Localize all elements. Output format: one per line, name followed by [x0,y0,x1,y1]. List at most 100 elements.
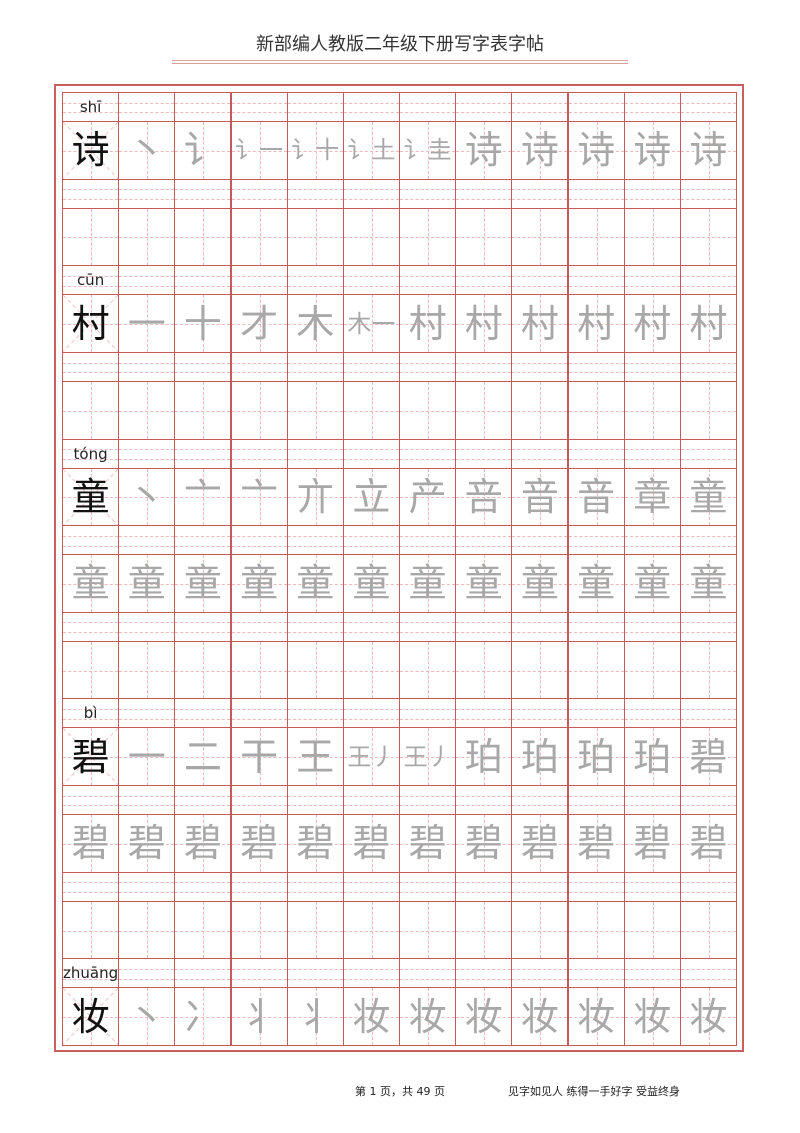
character-cell[interactable]: 碧 [118,814,176,873]
character-cell[interactable]: 童 [118,554,176,613]
character-cell[interactable]: 王丿 [342,727,400,787]
character-cell[interactable]: 十 [174,294,232,353]
character-cell[interactable]: 王丿 [399,727,457,787]
character-cell[interactable]: 才 [230,294,288,353]
character-cell[interactable]: 诗 [679,121,737,180]
character-cell[interactable]: 村 [623,294,681,353]
character-cell[interactable]: 二 [174,727,232,787]
character-cell[interactable] [567,207,625,267]
character-cell[interactable] [62,900,120,960]
character-cell[interactable]: 干 [230,727,288,787]
character-cell[interactable] [679,207,737,267]
character-cell[interactable]: 童 [342,554,400,613]
character-cell[interactable]: 童 [567,554,625,613]
character-cell[interactable]: 丬 [230,987,288,1046]
character-cell[interactable] [455,380,513,440]
character-cell[interactable]: 妆 [342,987,400,1046]
character-cell[interactable]: 村 [511,294,569,353]
character-cell[interactable] [174,900,232,960]
character-cell[interactable] [286,380,344,440]
character-cell[interactable] [118,380,176,440]
character-cell[interactable]: 诗 [567,121,625,180]
character-cell[interactable]: 村 [455,294,513,353]
character-cell[interactable]: 童 [623,554,681,613]
character-cell[interactable]: 妆 [455,987,513,1046]
character-cell[interactable] [567,900,625,960]
character-cell[interactable]: 诗 [511,121,569,180]
character-cell[interactable]: 碧 [62,727,120,787]
character-cell[interactable]: 丶 [118,987,176,1046]
character-cell[interactable] [399,900,457,960]
character-cell[interactable]: 童 [679,554,737,613]
character-cell[interactable] [286,207,344,267]
character-cell[interactable]: 童 [399,554,457,613]
character-cell[interactable]: 碧 [455,814,513,873]
character-cell[interactable] [679,640,737,700]
character-cell[interactable] [174,640,232,700]
character-cell[interactable] [623,900,681,960]
character-cell[interactable] [623,380,681,440]
character-cell[interactable]: 童 [62,554,120,613]
character-cell[interactable]: 童 [511,554,569,613]
character-cell[interactable]: 王 [286,727,344,787]
character-cell[interactable]: 珀 [623,727,681,787]
character-cell[interactable]: 冫 [174,987,232,1046]
character-cell[interactable]: 讠土 [342,121,400,180]
character-cell[interactable]: 童 [455,554,513,613]
character-cell[interactable]: 丬 [286,987,344,1046]
character-cell[interactable] [679,900,737,960]
character-cell[interactable] [399,380,457,440]
character-cell[interactable]: 碧 [567,814,625,873]
character-cell[interactable]: 诗 [623,121,681,180]
character-cell[interactable]: 村 [679,294,737,353]
character-cell[interactable]: 立 [342,467,400,527]
character-cell[interactable]: 村 [62,294,120,353]
character-cell[interactable] [118,207,176,267]
character-cell[interactable]: 妆 [62,987,120,1046]
character-cell[interactable]: 碧 [679,814,737,873]
character-cell[interactable]: 珀 [455,727,513,787]
character-cell[interactable]: 一 [118,294,176,353]
character-cell[interactable] [342,640,400,700]
character-cell[interactable]: 童 [174,554,232,613]
character-cell[interactable]: 妆 [567,987,625,1046]
character-cell[interactable] [62,207,120,267]
character-cell[interactable]: 亣 [286,467,344,527]
character-cell[interactable]: 讠一 [230,121,288,180]
character-cell[interactable] [455,640,513,700]
character-cell[interactable] [511,380,569,440]
character-cell[interactable] [567,640,625,700]
character-cell[interactable] [118,640,176,700]
character-cell[interactable]: 童 [286,554,344,613]
character-cell[interactable] [286,900,344,960]
character-cell[interactable]: 讠圭 [399,121,457,180]
character-cell[interactable] [679,380,737,440]
character-cell[interactable] [342,900,400,960]
character-cell[interactable]: 珀 [511,727,569,787]
character-cell[interactable] [286,640,344,700]
character-cell[interactable] [511,640,569,700]
character-cell[interactable] [342,207,400,267]
character-cell[interactable]: 丶 [118,121,176,180]
character-cell[interactable]: 亠 [230,467,288,527]
character-cell[interactable]: 咅 [455,467,513,527]
character-cell[interactable]: 产 [399,467,457,527]
character-cell[interactable] [230,380,288,440]
character-cell[interactable]: 讠十 [286,121,344,180]
character-cell[interactable] [62,640,120,700]
character-cell[interactable]: 童 [62,467,120,527]
character-cell[interactable]: 碧 [623,814,681,873]
character-cell[interactable]: 音 [511,467,569,527]
character-cell[interactable] [455,207,513,267]
character-cell[interactable]: 丶 [118,467,176,527]
character-cell[interactable] [62,380,120,440]
character-cell[interactable]: 一 [118,727,176,787]
character-cell[interactable]: 诗 [62,121,120,180]
character-cell[interactable]: 碧 [342,814,400,873]
character-cell[interactable] [623,207,681,267]
character-cell[interactable] [174,207,232,267]
character-cell[interactable]: 音 [567,467,625,527]
character-cell[interactable]: 亠 [174,467,232,527]
character-cell[interactable] [567,380,625,440]
character-cell[interactable] [399,640,457,700]
